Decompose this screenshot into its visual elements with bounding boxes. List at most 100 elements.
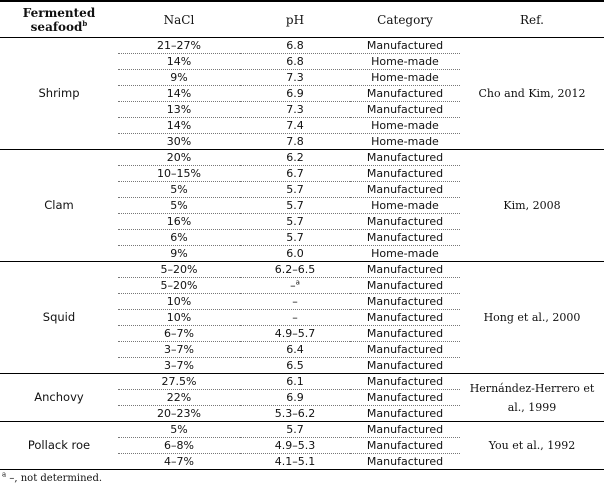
table-cell: – xyxy=(240,293,350,310)
table-row: 5% 5.7 Home-made xyxy=(0,197,604,214)
column-header: Fermented seafoodb xyxy=(0,0,118,38)
table-cell: 21–27% xyxy=(118,37,240,54)
table-cell: 4.9–5.3 xyxy=(240,437,350,454)
table-cell: 6–8% xyxy=(118,437,240,454)
table-row: 10–15% 6.7 Manufactured xyxy=(0,165,604,182)
cell-text: –a xyxy=(290,279,300,292)
table-cell: 16% xyxy=(118,213,240,230)
group-name: Pollack roe xyxy=(0,421,118,470)
table-cell: 7.3 xyxy=(240,101,350,118)
table-cell: 27.5% xyxy=(118,373,240,390)
table-row: 3–7% 6.4 Manufactured xyxy=(0,341,604,358)
table-row: 22% 6.9 Manufactured xyxy=(0,389,604,406)
table-cell: Manufactured xyxy=(350,357,460,374)
table-cell: 6.8 xyxy=(240,37,350,54)
table-cell: Manufactured xyxy=(350,37,460,54)
table-cell: 30% xyxy=(118,133,240,150)
table-row: 6–7% 4.9–5.7 Manufactured xyxy=(0,325,604,342)
table-cell: 9% xyxy=(118,69,240,86)
table-row: 30% 7.8 Home-made xyxy=(0,133,604,150)
table-cell: Home-made xyxy=(350,53,460,70)
table-cell: – xyxy=(240,309,350,326)
table-cell: 4.9–5.7 xyxy=(240,325,350,342)
table-cell: Manufactured xyxy=(350,421,460,438)
table-row: 9% 7.3 Home-made xyxy=(0,69,604,86)
table-cell: Manufactured xyxy=(350,373,460,390)
table-cell: 5.7 xyxy=(240,213,350,230)
table-cell: 14% xyxy=(118,117,240,134)
table-cell: 5.7 xyxy=(240,421,350,438)
table-cell: 7.4 xyxy=(240,117,350,134)
table-row: 4–7% 4.1–5.1 Manufactured xyxy=(0,453,604,470)
table-row: 14% 6.9 Manufactured xyxy=(0,85,604,102)
table-cell: Manufactured xyxy=(350,277,460,294)
table-cell: 6.1 xyxy=(240,373,350,390)
table-cell: –a xyxy=(240,277,350,294)
table-cell: 6.5 xyxy=(240,357,350,374)
table-cell: Manufactured xyxy=(350,261,460,278)
table-row: Anchovy 27.5% 6.1 Manufactured Hernández-Her… xyxy=(0,373,604,422)
table-cell: 6–7% xyxy=(118,325,240,342)
column-header: NaCl xyxy=(118,0,240,38)
table-cell: Manufactured xyxy=(350,341,460,358)
table-row: Pollack roe 5% 5.7 Manufactured You et al., … xyxy=(0,421,604,470)
table-row: 20–23% 5.3–6.2 Manufactured xyxy=(0,405,604,422)
table-cell: 6.4 xyxy=(240,341,350,358)
group-name: Shrimp xyxy=(0,37,118,150)
table-cell: 14% xyxy=(118,85,240,102)
table-cell: Home-made xyxy=(350,117,460,134)
table-cell: Home-made xyxy=(350,69,460,86)
table-cell: 5.7 xyxy=(240,197,350,214)
table-cell: 6.8 xyxy=(240,53,350,70)
header-row: Fermented seafoodb NaCl pH Category Ref. xyxy=(0,0,604,38)
table-cell: 5.7 xyxy=(240,229,350,246)
table-cell: Manufactured xyxy=(350,293,460,310)
table-cell: 5–20% xyxy=(118,277,240,294)
table-cell: 20% xyxy=(118,149,240,166)
table-cell: 10% xyxy=(118,309,240,326)
footnote-text: –, not determined. xyxy=(9,473,103,484)
table-cell: 6.9 xyxy=(240,85,350,102)
reference: Kim, 2008 xyxy=(460,149,604,262)
table-cell: 10% xyxy=(118,293,240,310)
table-cell: 3–7% xyxy=(118,341,240,358)
table-row: Squid 5–20% 6.2–6.5 Manufactured Hong et al.… xyxy=(0,261,604,374)
table-cell: 6.9 xyxy=(240,389,350,406)
superscript: b xyxy=(82,18,88,28)
table-row: 10% – Manufactured xyxy=(0,293,604,310)
table-cell: 20–23% xyxy=(118,405,240,422)
table-row: 9% 6.0 Home-made xyxy=(0,245,604,262)
table-cell: 7.8 xyxy=(240,133,350,150)
cell-text: Fermented seafood xyxy=(22,5,96,34)
table-cell: 10–15% xyxy=(118,165,240,182)
table-cell: 5% xyxy=(118,197,240,214)
table-cell: 7.3 xyxy=(240,69,350,86)
table-cell: 13% xyxy=(118,101,240,118)
reference: Hernández-Herrero et al., 1999 xyxy=(460,373,604,422)
table-cell: 3–7% xyxy=(118,357,240,374)
table-cell: Manufactured xyxy=(350,165,460,182)
table-row: 6% 5.7 Manufactured xyxy=(0,229,604,246)
table-cell: Manufactured xyxy=(350,181,460,198)
table-cell: 5.7 xyxy=(240,181,350,198)
table-cell: 6% xyxy=(118,229,240,246)
group-name: Squid xyxy=(0,261,118,374)
footnote: a –, not determined. xyxy=(0,470,604,484)
table-cell: Manufactured xyxy=(350,85,460,102)
column-header: Category xyxy=(350,0,460,38)
table-cell: 6.0 xyxy=(240,245,350,262)
cell-text: Fermented seafoodb xyxy=(19,6,99,34)
table-cell: 9% xyxy=(118,245,240,262)
group-name: Anchovy xyxy=(0,373,118,422)
footnote-mark: a xyxy=(2,470,7,479)
table-cell: 5.3–6.2 xyxy=(240,405,350,422)
table-cell: 6.2 xyxy=(240,149,350,166)
table-row: Shrimp 21–27% 6.8 Manufactured Cho and Kim, … xyxy=(0,37,604,150)
table-row: 6–8% 4.9–5.3 Manufactured xyxy=(0,437,604,454)
table-cell: Manufactured xyxy=(350,437,460,454)
data-table: Fermented seafoodb NaCl pH Category Ref. Shr… xyxy=(0,0,604,470)
table-cell: Manufactured xyxy=(350,309,460,326)
reference: You et al., 1992 xyxy=(460,421,604,470)
table-cell: Manufactured xyxy=(350,405,460,422)
